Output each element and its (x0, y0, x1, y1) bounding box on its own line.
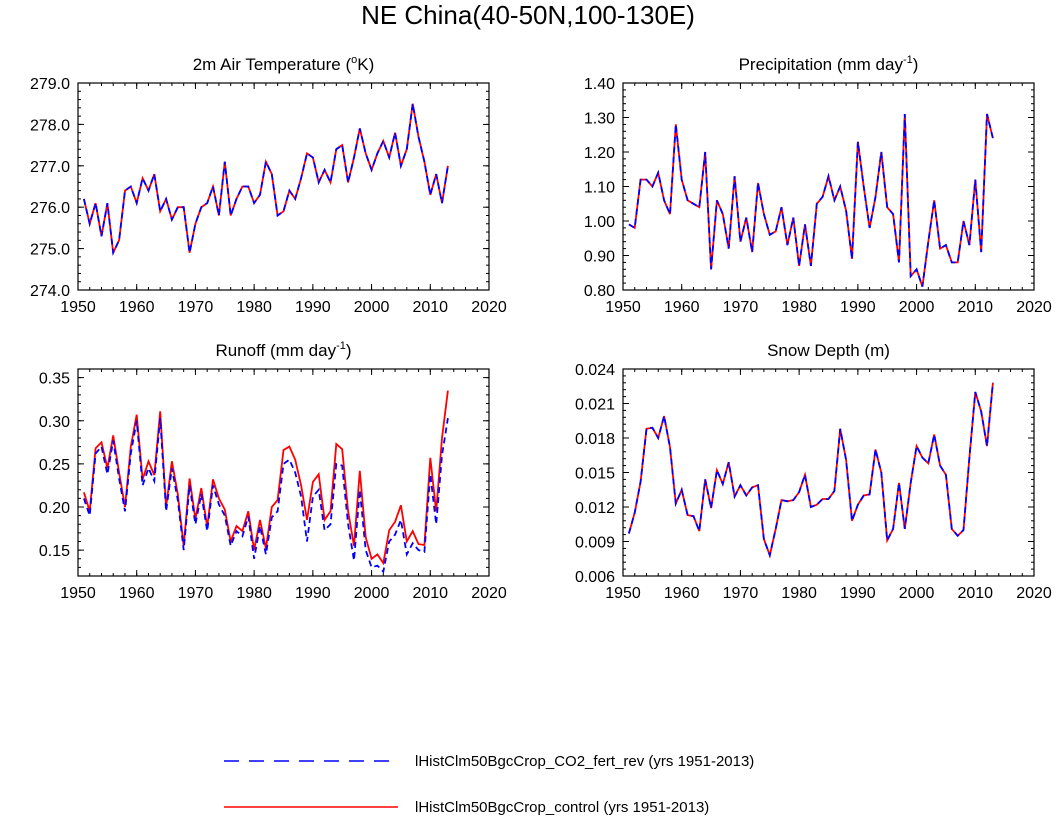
panel-title-text: 2m Air Temperature ( (193, 55, 352, 74)
panel-2: Precipitation (mm day-1) 1950 1960 1970 1980… (584, 54, 1052, 316)
y-tick-label: 0.018 (575, 431, 615, 448)
x-tick-label: 1970 (723, 585, 759, 602)
panel-title: Precipitation (mm day-1) (739, 54, 919, 74)
x-tick-label: 2020 (471, 585, 507, 602)
series-line-control (628, 113, 994, 287)
x-tick-label: 1990 (295, 299, 331, 316)
panel-title-tail: ) (913, 55, 919, 74)
x-tick-label: 1970 (178, 299, 214, 316)
y-tick-label: 1.40 (584, 76, 615, 93)
panel-title-text: Precipitation (mm day (739, 55, 904, 74)
x-tick-label: 2020 (471, 299, 507, 316)
legend: lHistClm50BgcCrop_CO2_fert_rev (yrs 1951… (224, 753, 754, 816)
x-tick-label: 1960 (119, 585, 155, 602)
figure-title: NE China(40-50N,100-130E) (361, 0, 695, 30)
x-tick-label: 1990 (840, 299, 876, 316)
x-tick-label: 2020 (1016, 585, 1052, 602)
x-tick-label: 1960 (664, 585, 700, 602)
plot-frame (622, 368, 1035, 577)
x-tick-label: 2010 (957, 585, 993, 602)
y-tick-label: 0.30 (39, 414, 70, 431)
y-tick-label: 0.006 (575, 569, 615, 586)
y-tick-label: 0.90 (584, 249, 615, 266)
y-tick-label: 0.35 (39, 371, 70, 388)
panel-3: Runoff (mm day-1) 1950 1960 1970 1980 1990 200… (39, 340, 507, 602)
panel-title-tail: K) (357, 55, 374, 74)
plot-frame (77, 82, 490, 291)
x-tick-label: 1950 (60, 299, 96, 316)
x-tick-label: 1960 (119, 299, 155, 316)
y-tick-label: 0.20 (39, 500, 70, 517)
series-line-control (83, 390, 449, 566)
y-tick-label: 0.021 (575, 397, 615, 414)
x-tick-label: 2000 (899, 299, 935, 316)
y-tick-label: 1.00 (584, 214, 615, 231)
series-line-control (83, 103, 449, 256)
legend-label-control: lHistClm50BgcCrop_control (yrs 1951-2013… (415, 799, 709, 816)
panel-title: Runoff (mm day-1) (215, 340, 351, 360)
y-tick-label: 1.30 (584, 111, 615, 128)
x-tick-label: 2000 (354, 585, 390, 602)
y-tick-label: 1.10 (584, 180, 615, 197)
series-line-co2-fert-rev (83, 418, 449, 574)
y-tick-label: 0.012 (575, 500, 615, 517)
panel-title-sup: o (351, 54, 357, 66)
panels: 2m Air Temperature (oK) 1950 1960 1970 1980 1… (30, 54, 1052, 602)
x-tick-label: 1970 (723, 299, 759, 316)
x-tick-label: 1980 (781, 299, 817, 316)
x-tick-label: 1960 (664, 299, 700, 316)
y-tick-label: 0.015 (575, 466, 615, 483)
x-tick-label: 1950 (605, 299, 641, 316)
panel-4: Snow Depth (m) 1950 1960 1970 1980 1990 2000 20… (575, 341, 1052, 602)
panel-title-sup: -1 (903, 54, 913, 66)
y-tick-label: 274.0 (30, 283, 70, 300)
x-tick-label: 2000 (354, 299, 390, 316)
y-tick-label: 279.0 (30, 76, 70, 93)
panel-title-sup: -1 (336, 340, 346, 352)
x-tick-label: 1990 (295, 585, 331, 602)
series-line-control (628, 382, 994, 559)
x-tick-label: 2020 (1016, 299, 1052, 316)
series-line-co2-fert-rev (628, 113, 994, 287)
x-tick-label: 1950 (60, 585, 96, 602)
y-tick-label: 278.0 (30, 117, 70, 134)
x-tick-label: 1970 (178, 585, 214, 602)
y-tick-label: 275.0 (30, 242, 70, 259)
plot-frame (77, 368, 490, 577)
panel-title-tail: ) (346, 341, 352, 360)
x-tick-label: 1990 (840, 585, 876, 602)
y-tick-label: 277.0 (30, 159, 70, 176)
series-line-co2-fert-rev (83, 103, 449, 256)
y-tick-label: 0.15 (39, 543, 70, 560)
series-line-co2-fert-rev (628, 382, 994, 559)
plot-frame (622, 82, 1035, 291)
x-tick-label: 2010 (412, 299, 448, 316)
x-tick-label: 2000 (899, 585, 935, 602)
y-tick-label: 0.009 (575, 535, 615, 552)
panel-title: 2m Air Temperature (oK) (193, 54, 375, 74)
y-tick-label: 1.20 (584, 145, 615, 162)
x-tick-label: 1980 (236, 299, 272, 316)
x-tick-label: 1950 (605, 585, 641, 602)
y-tick-label: 0.25 (39, 457, 70, 474)
y-tick-label: 276.0 (30, 200, 70, 217)
x-tick-label: 2010 (412, 585, 448, 602)
panel-title: Snow Depth (m) (767, 341, 890, 360)
panel-title-text: Runoff (mm day (215, 341, 336, 360)
y-tick-label: 0.80 (584, 283, 615, 300)
panel-title-text: Snow Depth (m) (767, 341, 890, 360)
x-tick-label: 1980 (236, 585, 272, 602)
x-tick-label: 1980 (781, 585, 817, 602)
legend-label-co2-fert-rev: lHistClm50BgcCrop_CO2_fert_rev (yrs 1951… (415, 753, 754, 770)
panel-1: 2m Air Temperature (oK) 1950 1960 1970 1980 1… (30, 54, 507, 316)
x-tick-label: 2010 (957, 299, 993, 316)
y-tick-label: 0.024 (575, 362, 615, 379)
